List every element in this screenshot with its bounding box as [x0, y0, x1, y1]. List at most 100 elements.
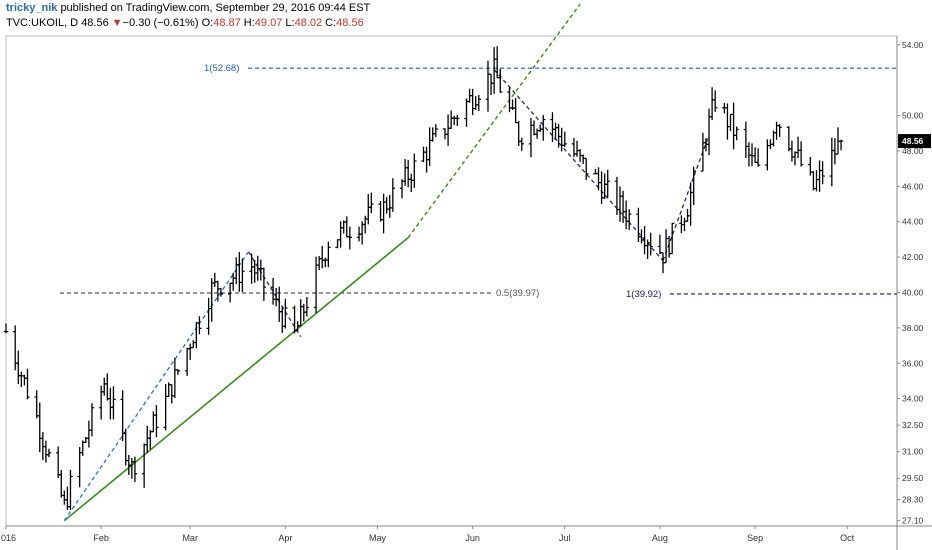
ohlc-bar [553, 122, 558, 140]
ohlc-bar [623, 200, 629, 230]
ohlc-bar [55, 446, 61, 478]
ohlc-bar [574, 140, 580, 157]
swing-leg-0 [63, 251, 250, 522]
ohlc-bar [320, 245, 325, 269]
author-link[interactable]: tricky_nik [6, 2, 58, 14]
y-tick-label: 29.50 [902, 473, 924, 483]
change-value: −0.30 (−0.61%) [122, 17, 199, 29]
ohlc-bar [129, 457, 135, 479]
ohlc-bar [338, 221, 343, 248]
ohlc-bar [369, 192, 374, 214]
ohlc-bar [362, 215, 368, 234]
ohlc-bar [191, 340, 196, 349]
ohlc-bar [712, 90, 718, 112]
ohlc-bar [455, 114, 460, 126]
high-value: 49.07 [254, 17, 283, 29]
ohlc-bar [820, 161, 825, 185]
ohlc-bar [148, 429, 153, 450]
ohlc-bar [280, 306, 285, 333]
y-tick-label: 42.00 [902, 252, 924, 262]
ohlc-bar [86, 420, 92, 448]
ohlc-bar [755, 148, 761, 167]
ohlc-bar [22, 374, 27, 386]
symbol-line: TVC:UKOIL, D 48.56 ▼−0.30 (−0.61%) O:48.… [6, 17, 364, 29]
ohlc-bar [277, 286, 282, 322]
ohlc-bar [814, 170, 819, 192]
ohlc-bar [498, 68, 503, 93]
x-tick-label: Mar [182, 533, 198, 543]
trendline-solid [63, 237, 409, 522]
ohlc-bar [691, 166, 696, 205]
ohlc-bar [405, 159, 411, 188]
ohlc-bar [335, 239, 340, 249]
ohlc-bar [838, 139, 844, 151]
low-value: 48.02 [294, 17, 323, 29]
ohlc-bar [412, 153, 417, 188]
ohlc-bar [34, 390, 39, 419]
ohlc-bar [731, 102, 736, 150]
ohlc-bar [706, 108, 712, 156]
ohlc-bar [648, 232, 653, 256]
ohlc-bar [366, 193, 371, 225]
ohlc-bar [298, 299, 303, 327]
low-label: L: [285, 17, 295, 29]
ohlc-bar [409, 173, 414, 193]
symbol-label: TVC:UKOIL, D [6, 17, 79, 29]
ohlc-bar [283, 298, 288, 329]
ohlc-bar [795, 136, 801, 159]
trendline-extension [407, 3, 581, 239]
open-label: O: [201, 17, 214, 29]
ohlc-bar [184, 347, 190, 376]
ohlc-bar [25, 368, 30, 400]
ohlc-bar [531, 120, 537, 136]
x-tick-label: Aug [652, 533, 668, 543]
ohlc-bar [3, 323, 9, 334]
close-label: C: [325, 17, 337, 29]
ohlc-bar [387, 194, 392, 218]
last-price-badge [898, 134, 931, 149]
ohlc-bar [206, 297, 211, 335]
x-tick-label: Jun [465, 533, 480, 543]
ohlc-bar [37, 402, 42, 453]
ohlc-bar [172, 357, 178, 398]
ohlc-bar [808, 156, 813, 176]
ohlc-bar [605, 169, 610, 198]
ohlc-bar [59, 470, 64, 498]
ohlc-bar [234, 257, 239, 285]
ohlc-bar [108, 387, 113, 420]
ohlc-bar [175, 369, 181, 375]
ohlc-bar [528, 117, 534, 158]
ohlc-bar [476, 94, 481, 112]
ohlc-bar [452, 115, 457, 126]
ohlc-bar [237, 252, 242, 292]
ohlc-bar [700, 132, 706, 172]
ohlc-bar [326, 241, 331, 268]
ohlc-bar [197, 316, 202, 335]
y-tick-label: 27.10 [902, 516, 924, 526]
ohlc-bar [402, 159, 408, 186]
y-tick-label: 54.00 [902, 40, 924, 50]
ohlc-bar [798, 141, 804, 167]
ohlc-bar [378, 201, 383, 222]
ohlc-bar [163, 384, 168, 431]
y-tick-label: 46.00 [902, 181, 924, 191]
ohlc-bar [448, 110, 454, 129]
ohlc-bar [43, 440, 49, 463]
x-tick-label: Sep [747, 533, 763, 543]
y-tick-label: 38.00 [902, 323, 924, 333]
ohlc-bar [430, 127, 435, 142]
y-tick-label: 32.50 [902, 420, 924, 430]
fib-mid-label: 0.5(39.97) [496, 288, 539, 299]
ohlc-bar [98, 385, 104, 420]
ohlc-bar [261, 267, 267, 301]
ohlc-bar [390, 178, 396, 212]
x-tick-label: May [369, 533, 387, 543]
ohlc-bar [154, 405, 159, 438]
ohlc-bar [669, 222, 675, 255]
y-tick-label: 34.00 [902, 394, 924, 404]
ohlc-bar [537, 124, 543, 133]
ohlc-bar [421, 146, 426, 163]
ohlc-bar [145, 425, 150, 453]
ohlc-bar [427, 127, 432, 167]
